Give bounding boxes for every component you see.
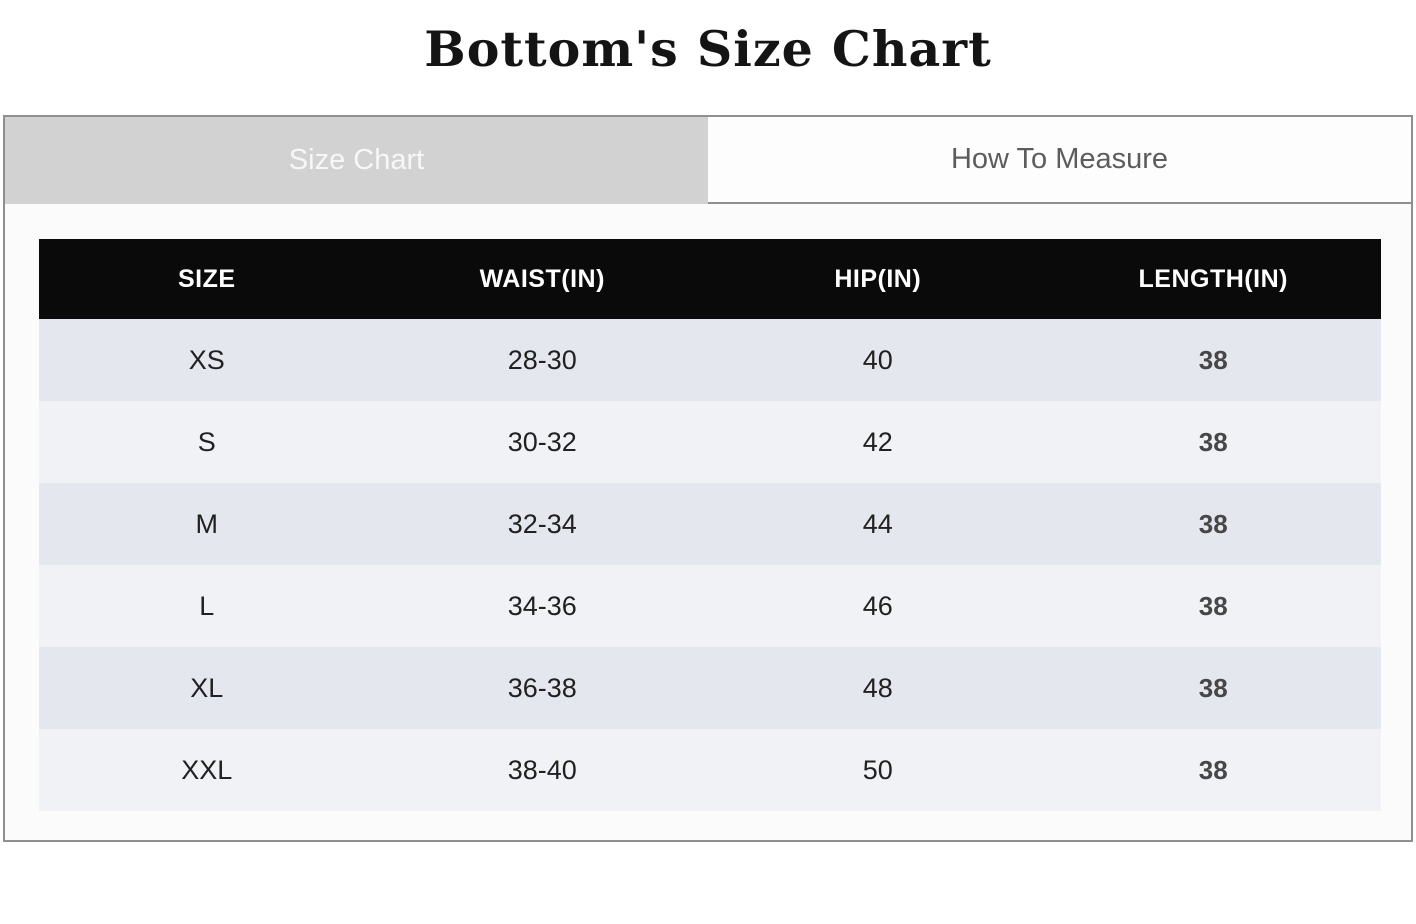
- page-title: Bottom's Size Chart: [424, 20, 992, 78]
- cell-size: XS: [188, 344, 225, 375]
- cell-size: XL: [190, 672, 224, 703]
- table-row: XXL 38-40 50 38: [39, 729, 1381, 811]
- cell-length: 38: [1198, 754, 1228, 785]
- cell-hip: 46: [862, 590, 893, 621]
- cell-length: 38: [1198, 344, 1228, 375]
- cell-length: 38: [1198, 672, 1228, 703]
- table-row: L 34-36 46 38: [39, 565, 1381, 647]
- table-row: S 30-32 42 38: [39, 401, 1381, 483]
- cell-hip: 42: [862, 426, 893, 457]
- cell-waist: 32-34: [507, 508, 577, 539]
- cell-size: S: [197, 426, 216, 457]
- tab-how-to-measure[interactable]: How To Measure: [708, 117, 1411, 204]
- cell-hip: 48: [862, 672, 893, 703]
- cell-size: L: [199, 590, 215, 621]
- tab-bar: Size Chart How To Measure: [5, 117, 1411, 204]
- size-chart-panel: Size Chart How To Measure SIZE WAIST(IN)…: [3, 115, 1413, 842]
- cell-waist: 28-30: [507, 344, 577, 375]
- cell-length: 38: [1198, 590, 1228, 621]
- column-header-size: SIZE: [39, 239, 375, 319]
- cell-waist: 30-32: [507, 426, 577, 457]
- cell-size: XXL: [181, 754, 233, 785]
- column-header-waist: WAIST(IN): [374, 239, 710, 319]
- tab-size-chart[interactable]: Size Chart: [5, 117, 708, 204]
- table-row: M 32-34 44 38: [39, 483, 1381, 565]
- cell-waist: 34-36: [507, 590, 577, 621]
- table-header-row: SIZE WAIST(IN) HIP(IN) LENGTH(IN): [39, 239, 1381, 319]
- tab-how-to-measure-label: How To Measure: [950, 143, 1169, 175]
- size-table-container: SIZE WAIST(IN) HIP(IN) LENGTH(IN) XS 28-…: [5, 204, 1411, 811]
- cell-hip: 40: [862, 344, 893, 375]
- cell-length: 38: [1198, 508, 1228, 539]
- table-row: XS 28-30 40 38: [39, 319, 1381, 401]
- size-table: SIZE WAIST(IN) HIP(IN) LENGTH(IN) XS 28-…: [39, 239, 1381, 811]
- column-header-length: LENGTH(IN): [1045, 239, 1381, 319]
- column-header-hip: HIP(IN): [710, 239, 1046, 319]
- cell-size: M: [195, 508, 219, 539]
- cell-hip: 50: [862, 754, 893, 785]
- cell-length: 38: [1198, 426, 1228, 457]
- cell-hip: 44: [862, 508, 893, 539]
- cell-waist: 38-40: [507, 754, 577, 785]
- cell-waist: 36-38: [507, 672, 577, 703]
- tab-size-chart-label: Size Chart: [288, 144, 425, 176]
- table-row: XL 36-38 48 38: [39, 647, 1381, 729]
